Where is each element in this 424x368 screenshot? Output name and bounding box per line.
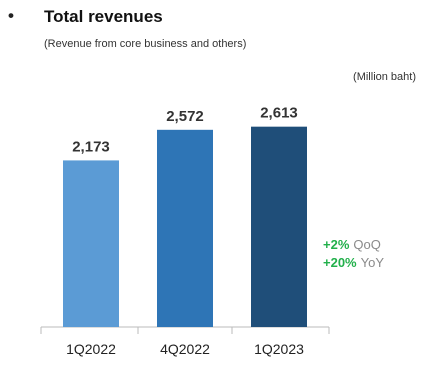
yoy-growth-value: +20% (323, 255, 357, 270)
data-label-1Q2023: 2,613 (260, 105, 298, 122)
qoq-growth-label: QoQ (353, 237, 381, 252)
bar-4Q2022 (157, 129, 213, 327)
x-tick-label-1Q2023: 1Q2023 (254, 341, 304, 357)
data-label-1Q2022: 2,173 (72, 138, 110, 155)
bar-1Q2022 (63, 160, 119, 327)
qoq-growth: +2% QoQ (323, 237, 381, 252)
chart-subtitle: (Revenue from core business and others) (44, 38, 247, 50)
yoy-growth-label: YoY (360, 255, 385, 270)
bar-1Q2023 (251, 126, 307, 327)
yoy-growth: +20% YoY (323, 255, 384, 270)
chart-title: Total revenues (44, 7, 163, 26)
bullet-marker: • (8, 6, 14, 25)
data-label-4Q2022: 2,572 (166, 108, 204, 125)
x-tick-label-1Q2022: 1Q2022 (66, 341, 116, 357)
x-tick-label-4Q2022: 4Q2022 (160, 341, 210, 357)
qoq-growth-value: +2% (323, 237, 350, 252)
unit-label: (Million baht) (353, 71, 416, 83)
